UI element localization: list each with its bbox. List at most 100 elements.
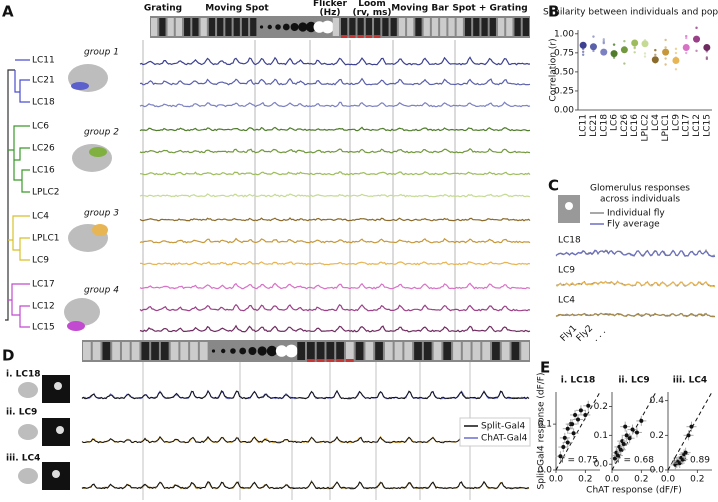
individual-dot	[623, 62, 626, 65]
stimulus-label: (Hz)	[320, 8, 341, 18]
stimulus-frame	[453, 342, 461, 360]
stimulus-spot	[321, 20, 335, 34]
stimulus-frame	[175, 18, 183, 36]
stimulus-mark	[341, 35, 348, 38]
y-tick-label: 0.0	[650, 466, 665, 476]
individual-dot	[674, 51, 678, 55]
stimulus-frame	[506, 18, 513, 36]
stimulus-frame	[250, 18, 257, 36]
stimulus-mark	[374, 35, 381, 38]
point	[623, 424, 628, 429]
y-tick-label: 0.75	[554, 48, 574, 58]
x-tick-label: 0.2	[634, 475, 648, 485]
individual-dot	[592, 49, 595, 53]
stimulus-frame	[307, 342, 315, 360]
stimulus-frame	[431, 18, 439, 36]
fly-label: Fly2	[575, 324, 595, 344]
panel-label: D	[2, 347, 14, 365]
response-trace	[139, 282, 531, 290]
stimulus-frame	[522, 18, 529, 36]
stimulus-mark	[365, 35, 373, 38]
x-tick-label: LC9	[671, 114, 681, 131]
stimulus-frame	[433, 342, 442, 360]
mean-dot	[651, 56, 659, 64]
stimulus-spot	[239, 347, 247, 355]
row-label: ii. LC9	[6, 408, 37, 418]
response-trace	[139, 56, 531, 66]
stimulus-frame	[151, 18, 158, 36]
response-trace	[555, 249, 716, 258]
individual-dot	[664, 46, 667, 49]
stimulus-spot	[266, 345, 278, 357]
stimulus-spot	[248, 347, 257, 355]
x-tick-label: LPLC1	[661, 114, 671, 141]
fly-label: Fly1	[559, 324, 579, 344]
cell-label: LC4	[32, 212, 49, 222]
y-tick-label: 0.1	[538, 420, 552, 430]
x-tick-label: LC21	[589, 114, 599, 137]
x-tick-label: 0.2	[690, 475, 704, 485]
point	[621, 442, 626, 446]
stimulus-frame	[170, 342, 179, 360]
stimulus-mark	[307, 359, 315, 362]
stimulus-frame	[384, 342, 393, 360]
stimulus-frame	[365, 18, 373, 36]
stimulus-frame	[374, 18, 381, 36]
x-tick-label: 0.0	[549, 475, 564, 485]
response-trace	[139, 193, 531, 198]
individual-dot	[643, 55, 647, 58]
response-trace	[555, 312, 716, 318]
y-axis-label: Split-Gal4 response (dF/F)	[537, 373, 547, 490]
cell-label: LC9	[32, 256, 49, 266]
stimulus-frame	[414, 342, 422, 360]
stimulus-frame	[492, 342, 500, 360]
stimulus-spot	[211, 349, 216, 353]
y-tick-label: 0.0	[538, 466, 553, 476]
stimulus-frame	[345, 342, 354, 360]
panel-label: C	[548, 177, 559, 195]
stimulus-spot	[305, 21, 317, 33]
y-tick-label: 0.2	[650, 431, 664, 441]
stimulus-bar	[82, 340, 530, 362]
x-tick-label: LC16	[630, 114, 640, 137]
mean-dot	[682, 44, 690, 52]
row-label: i. LC18	[6, 370, 41, 380]
stimulus-spot	[275, 24, 281, 30]
point	[618, 447, 623, 452]
cell-label: LC16	[32, 166, 55, 176]
individual-dot	[674, 68, 678, 71]
stimulus-frame	[184, 18, 191, 36]
group-label: group 4	[84, 286, 119, 296]
point	[639, 418, 644, 423]
cell-label: LC18	[32, 98, 55, 108]
stimulus-frame	[83, 342, 91, 360]
stimulus-frame	[464, 18, 472, 36]
stimulus-frame	[489, 18, 496, 36]
point	[562, 435, 567, 440]
individual-dot	[664, 38, 667, 42]
chart-title: ii. LC9	[618, 376, 649, 386]
fit-line	[667, 391, 713, 471]
stimulus-frame	[102, 342, 111, 360]
point	[571, 431, 576, 436]
response-trace	[139, 303, 531, 312]
individual-dot	[654, 53, 657, 57]
annotation: r = 0.75	[561, 456, 598, 466]
mean-dot	[620, 46, 628, 54]
individual-dot	[664, 57, 667, 60]
stimulus-frame	[501, 342, 510, 360]
stimulus-frame	[481, 18, 488, 36]
panel-label: A	[2, 3, 14, 21]
point	[634, 430, 639, 435]
cell-label: LPLC1	[32, 234, 59, 244]
row-label: LC4	[558, 296, 575, 306]
x-tick-label: LC4	[651, 114, 661, 131]
stimulus-frame	[415, 18, 422, 36]
y-tick-label: 0.25	[554, 86, 574, 96]
stimulus-mark	[357, 35, 364, 38]
legend-label: ChAT-Gal4	[481, 434, 528, 444]
cell-label: LC15	[32, 323, 55, 333]
stimulus-frame	[407, 18, 414, 36]
stimulus-frame	[159, 18, 166, 36]
